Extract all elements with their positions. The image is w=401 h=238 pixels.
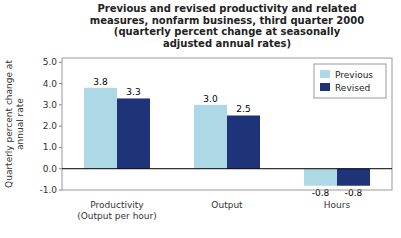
- chart: Previous and revised productivity and re…: [0, 0, 401, 238]
- bar: [194, 105, 227, 169]
- legend-label: Revised: [335, 83, 370, 93]
- plot-frame: [62, 58, 392, 190]
- bar: [304, 169, 337, 186]
- title: Previous and revised productivity and re…: [90, 3, 364, 49]
- legend-swatch: [320, 83, 330, 91]
- y-axis-label: Quarterly percent change atannual rate: [4, 60, 25, 188]
- bars: [84, 88, 370, 186]
- x-tick-label: Productivity(Output per hour): [77, 200, 157, 221]
- x-tick-label: Output: [211, 200, 243, 210]
- bar: [117, 98, 150, 168]
- y-tick-label: 0.0: [43, 164, 58, 174]
- bar: [227, 115, 260, 168]
- legend-label: Previous: [335, 70, 373, 80]
- bar: [84, 88, 117, 169]
- bar: [337, 169, 370, 186]
- y-tick-label: -1.0: [39, 185, 57, 195]
- y-tick-label: 1.0: [43, 142, 58, 152]
- legend: Previous Revised: [314, 64, 386, 98]
- y-tick-label: 3.0: [43, 100, 58, 110]
- data-label: -0.8: [345, 188, 363, 198]
- y-tick-label: 4.0: [43, 79, 58, 89]
- data-label: -0.8: [312, 188, 330, 198]
- zero-line: [62, 168, 392, 169]
- y-tick-label: 5.0: [43, 57, 58, 67]
- data-label: 3.3: [126, 87, 140, 97]
- data-label: 2.5: [236, 104, 250, 114]
- y-tick-label: 2.0: [43, 121, 58, 131]
- data-label: 3.0: [203, 94, 218, 104]
- x-tick-label: Hours: [324, 200, 351, 210]
- legend-box: [314, 64, 386, 98]
- legend-swatch: [320, 70, 330, 78]
- data-label: 3.8: [93, 77, 108, 87]
